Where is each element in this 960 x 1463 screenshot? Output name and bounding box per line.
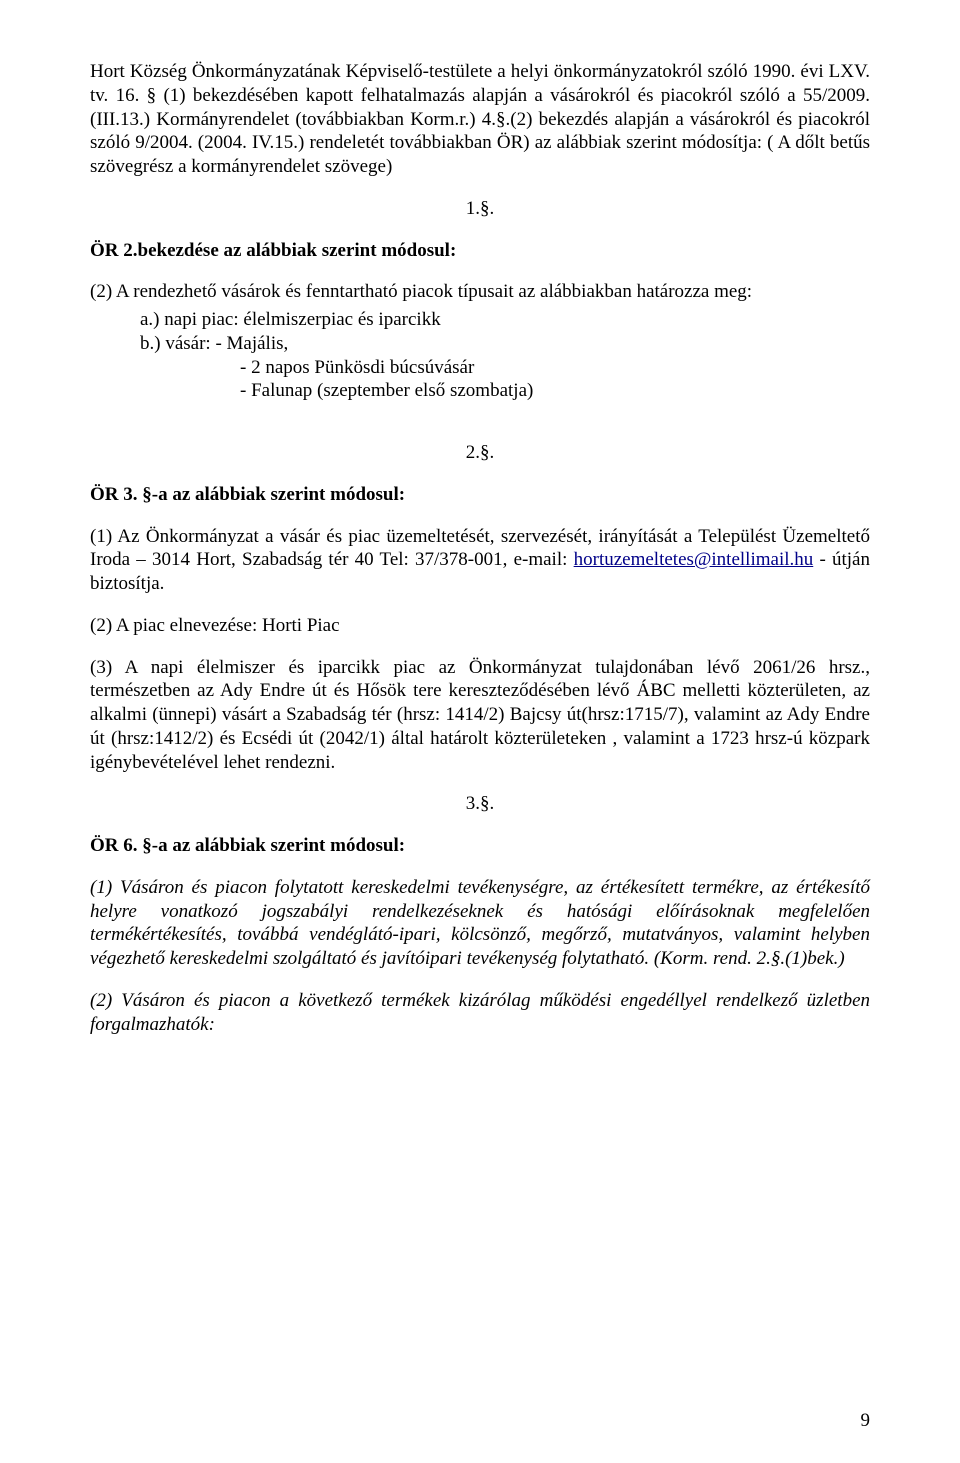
or3-paragraph-2: (2) A piac elnevezése: Horti Piac [90, 614, 870, 638]
or2-heading: ÖR 2.bekezdése az alábbiak szerint módos… [90, 239, 870, 263]
section-1-number: 1.§. [90, 197, 870, 221]
or6-paragraph-2: (2) Vásáron és piacon a következő termék… [90, 989, 870, 1037]
or2-item-b: b.) vásár: - Majális, [140, 332, 870, 356]
or3-heading: ÖR 3. §-a az alábbiak szerint módosul: [90, 483, 870, 507]
or6-heading: ÖR 6. §-a az alábbiak szerint módosul: [90, 834, 870, 858]
or3-paragraph-3: (3) A napi élelmiszer és iparcikk piac a… [90, 656, 870, 775]
intro-paragraph: Hort Község Önkormányzatának Képviselő-t… [90, 60, 870, 179]
or2-item-b3: - Falunap (szeptember első szombatja) [140, 379, 870, 403]
email-link[interactable]: hortuzemeltetes@intellimail.hu [574, 549, 814, 570]
or2-item-b2: - 2 napos Pünkösdi búcsúvásár [140, 356, 870, 380]
or2-list: a.) napi piac: élelmiszerpiac és iparcik… [90, 308, 870, 403]
page-number: 9 [861, 1409, 871, 1433]
or2-item-a: a.) napi piac: élelmiszerpiac és iparcik… [140, 308, 870, 332]
section-2-number: 2.§. [90, 441, 870, 465]
or2-paragraph-1: (2) A rendezhető vásárok és fenntartható… [90, 280, 870, 304]
document-page: Hort Község Önkormányzatának Képviselő-t… [0, 0, 960, 1463]
section-3-number: 3.§. [90, 792, 870, 816]
or6-paragraph-1: (1) Vásáron és piacon folytatott kereske… [90, 876, 870, 971]
or3-paragraph-1: (1) Az Önkormányzat a vásár és piac üzem… [90, 525, 870, 596]
